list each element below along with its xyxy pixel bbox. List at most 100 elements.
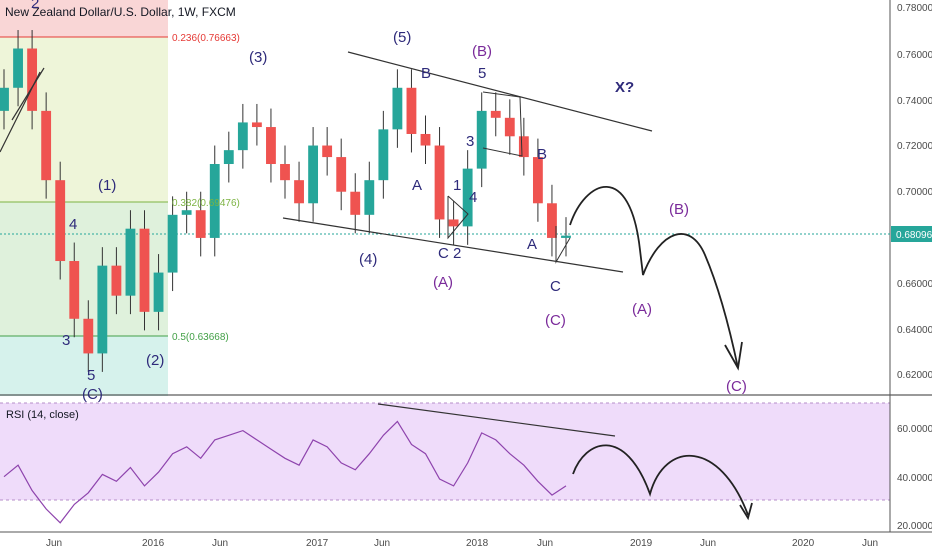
rsi-tick: 20.0000 — [897, 521, 932, 532]
time-tick: Jun — [212, 538, 228, 549]
candle-body — [251, 122, 262, 128]
triangle-marker-1 — [447, 195, 469, 240]
time-tick: 2017 — [306, 538, 329, 549]
candle-body — [448, 219, 459, 227]
wave-label: (1) — [98, 177, 116, 194]
candles — [0, 30, 571, 372]
wave-label: 1 — [453, 177, 461, 194]
candle-body — [392, 87, 403, 130]
rsi-tick: 40.0000 — [897, 473, 932, 484]
candle-body — [139, 228, 150, 312]
candle-body — [111, 265, 122, 296]
candle-body — [532, 157, 543, 204]
candle-body — [462, 168, 473, 227]
candle-body — [97, 265, 108, 354]
candle-body — [518, 136, 529, 158]
time-tick: 2019 — [630, 538, 653, 549]
wave-label: 2 — [31, 0, 39, 12]
time-tick: 2018 — [466, 538, 489, 549]
candle-body — [420, 133, 431, 146]
wave-label: (3) — [249, 49, 267, 66]
time-tick: Jun — [862, 538, 878, 549]
wave-label: (A) — [632, 301, 652, 318]
candle-body — [561, 235, 571, 238]
rsi-title: RSI (14, close) — [6, 409, 79, 421]
candle-body — [223, 150, 234, 165]
candle-body — [378, 129, 389, 181]
time-axis-ticks: Jun 2016 Jun 2017 Jun 2018 Jun 2019 Jun … — [46, 538, 878, 549]
wave-labels: (3) (5) (B) B 5 X? (1) 4 3 5 (2) 2 (4) A… — [31, 0, 747, 403]
triangle-marker-2 — [482, 91, 523, 157]
price-projection-path — [569, 185, 739, 369]
rsi-tick: 60.0000 — [897, 424, 932, 435]
candle-body — [547, 203, 557, 238]
projection-arrowhead — [724, 341, 743, 371]
candle-body — [83, 318, 94, 354]
triangle-marker-3 — [555, 226, 571, 264]
price-tick: 0.76000 — [897, 50, 932, 61]
candle-body — [55, 180, 66, 262]
candle-body — [406, 87, 417, 134]
rsi-projection-path — [572, 444, 749, 516]
candle-body — [490, 110, 501, 118]
candle-body — [476, 110, 487, 169]
wave-label: C — [438, 245, 449, 262]
price-tick: 0.64000 — [897, 325, 932, 336]
wave-label: X? — [615, 79, 634, 96]
wave-label: A — [412, 177, 422, 194]
time-tick: 2016 — [142, 538, 165, 549]
wave-label: B — [537, 146, 547, 163]
wave-label: 4 — [69, 216, 77, 233]
candle-body — [13, 48, 23, 88]
candle-body — [280, 164, 290, 181]
candle-body — [237, 122, 248, 151]
candle-body — [41, 110, 52, 181]
wave-label: (A) — [433, 274, 453, 291]
candle-body — [125, 228, 136, 296]
candle-body — [167, 214, 178, 273]
wave-label: 5 — [478, 65, 486, 82]
time-tick: 2020 — [792, 538, 815, 549]
fib-label-05: 0.5(0.63668) — [172, 332, 229, 343]
time-tick: Jun — [46, 538, 62, 549]
candle-body — [434, 145, 445, 220]
left-trend-line-2 — [11, 67, 45, 121]
wave-label: (C) — [82, 386, 103, 403]
wave-label: 3 — [62, 332, 70, 349]
candle-body — [350, 191, 361, 215]
channel-lower — [282, 217, 624, 273]
rsi-projection-arrowhead — [739, 502, 753, 521]
wave-label: A — [527, 236, 537, 253]
candle-body — [336, 157, 347, 192]
current-price-label: 0.68096 — [896, 230, 932, 241]
fib-zone-red — [0, 0, 168, 37]
wave-label: 3 — [466, 133, 474, 150]
time-tick: Jun — [700, 538, 716, 549]
candle-body — [69, 261, 80, 319]
fib-zone-yellowgreen — [0, 37, 168, 202]
wave-label: (2) — [146, 352, 164, 369]
wave-label: (4) — [359, 251, 377, 268]
price-tick: 0.66000 — [897, 279, 932, 290]
time-tick: Jun — [537, 538, 553, 549]
candle-body — [195, 210, 206, 238]
wave-label: B — [421, 65, 431, 82]
candle-body — [266, 127, 276, 165]
candle-body — [209, 164, 220, 238]
candle-body — [364, 180, 375, 215]
candle-body — [0, 87, 9, 111]
candle-body — [153, 272, 164, 312]
channel-upper — [347, 51, 653, 132]
candle-body — [504, 117, 515, 137]
price-tick: 0.72000 — [897, 141, 932, 152]
wave-label: C — [550, 278, 561, 295]
time-tick: Jun — [374, 538, 390, 549]
price-tick: 0.62000 — [897, 370, 932, 381]
fib-label-0236: 0.236(0.76663) — [172, 33, 240, 44]
chart-title: New Zealand Dollar/U.S. Dollar, 1W, FXCM — [5, 5, 236, 19]
candle-body — [322, 145, 333, 158]
candle-body — [181, 210, 192, 215]
rsi-divergence-line — [377, 403, 616, 437]
rsi-line — [3, 420, 567, 524]
